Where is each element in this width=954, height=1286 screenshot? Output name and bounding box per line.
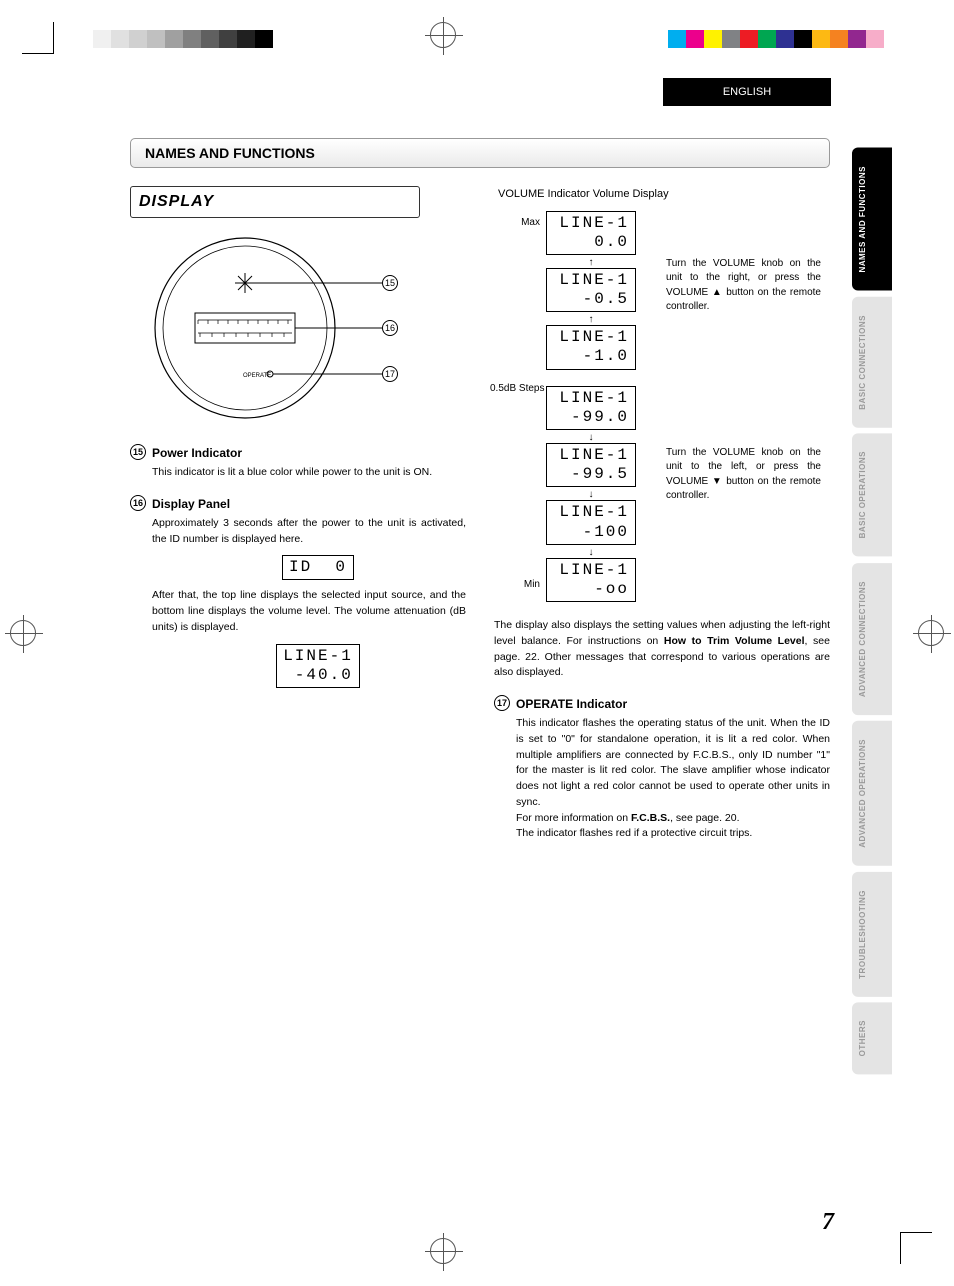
lcd-line-volume: LINE-1 -40.0 <box>276 644 360 688</box>
volume-up-note: Turn the VOLUME knob on the unit to the … <box>666 257 821 315</box>
item-title-17: OPERATE Indicator <box>516 695 627 713</box>
swatch <box>794 30 812 48</box>
registration-mark-bottom <box>430 1238 456 1264</box>
swatch <box>201 30 219 48</box>
color-bar-grayscale <box>75 30 273 48</box>
side-tab: TROUBLESHOOTING <box>852 872 892 997</box>
item-operate-indicator: 17 OPERATE Indicator This indicator flas… <box>494 695 830 842</box>
volume-ladder-up: Max Turn the VOLUME knob on the unit to … <box>546 211 830 370</box>
volume-lcd: LINE-1 -0.5 <box>546 268 636 312</box>
section-heading: NAMES AND FUNCTIONS <box>130 138 830 168</box>
crop-mark-br <box>900 1232 932 1264</box>
volume-header: VOLUME Indicator Volume Display <box>498 186 830 203</box>
item-body-16b: After that, the top line displays the se… <box>152 588 466 635</box>
steps-label: 0.5dB Steps <box>490 381 550 396</box>
item-body-16a: Approximately 3 seconds after the power … <box>152 516 466 548</box>
side-tab: ADVANCED CONNECTIONS <box>852 563 892 715</box>
side-tab: BASIC OPERATIONS <box>852 433 892 556</box>
crop-mark-tl <box>22 22 54 54</box>
swatch <box>147 30 165 48</box>
volume-lcd: LINE-1 -oo <box>546 558 636 602</box>
item-body-15: This indicator is lit a blue color while… <box>152 465 466 481</box>
color-bar-process <box>668 30 884 48</box>
swatch <box>866 30 884 48</box>
side-tab: OTHERS <box>852 1002 892 1074</box>
callout-17: 17 <box>382 366 398 382</box>
volume-lcd: LINE-1 0.0 <box>546 211 636 255</box>
swatch <box>165 30 183 48</box>
swatch <box>75 30 93 48</box>
swatch <box>758 30 776 48</box>
display-diagram: OPERATE 15 16 17 <box>130 228 420 428</box>
operate-label: OPERATE <box>243 373 271 379</box>
swatch <box>776 30 794 48</box>
page-number: 7 <box>822 1209 834 1236</box>
volume-ladder-down: Turn the VOLUME knob on the unit to the … <box>546 386 830 603</box>
volume-lcd: LINE-1 -99.0 <box>546 386 636 430</box>
language-tab-english: ENGLISH <box>663 78 831 106</box>
swatch <box>219 30 237 48</box>
swatch <box>111 30 129 48</box>
lcd-id: ID 0 <box>282 555 354 580</box>
item-title-15: Power Indicator <box>152 444 242 462</box>
volume-lcd: LINE-1 -99.5 <box>546 443 636 487</box>
item-num-16: 16 <box>130 495 146 511</box>
volume-lcd: LINE-1 -1.0 <box>546 325 636 369</box>
swatch <box>129 30 147 48</box>
swatch <box>668 30 686 48</box>
item-display-panel: 16 Display Panel Approximately 3 seconds… <box>130 495 466 688</box>
side-tab: ADVANCED OPERATIONS <box>852 721 892 866</box>
swatch <box>686 30 704 48</box>
display-heading-box: DISPLAY <box>130 186 420 218</box>
page-content: NAMES AND FUNCTIONS DISPLAY <box>130 138 830 856</box>
item-body-17a: This indicator flashes the operating sta… <box>516 716 830 811</box>
swatch <box>830 30 848 48</box>
swatch <box>93 30 111 48</box>
swatch <box>740 30 758 48</box>
swatch <box>237 30 255 48</box>
side-tab: BASIC CONNECTIONS <box>852 297 892 428</box>
swatch <box>722 30 740 48</box>
item-body-17b: For more information on F.C.B.S., see pa… <box>516 811 830 827</box>
volume-down-note: Turn the VOLUME knob on the unit to the … <box>666 446 821 504</box>
max-label: Max <box>521 215 546 230</box>
item-num-17: 17 <box>494 695 510 711</box>
swatch <box>255 30 273 48</box>
registration-mark-top <box>430 22 456 48</box>
right-column: VOLUME Indicator Volume Display Max Turn… <box>494 186 830 856</box>
min-label: Min <box>524 577 546 592</box>
swatch <box>812 30 830 48</box>
volume-footer: The display also displays the setting va… <box>494 618 830 681</box>
item-power-indicator: 15 Power Indicator This indicator is lit… <box>130 444 466 481</box>
swatch <box>704 30 722 48</box>
registration-mark-right <box>918 620 944 646</box>
item-title-16: Display Panel <box>152 495 230 513</box>
item-num-15: 15 <box>130 444 146 460</box>
callout-15: 15 <box>382 275 398 291</box>
callout-16: 16 <box>382 320 398 336</box>
left-column: DISPLAY <box>130 186 466 856</box>
side-tab: NAMES AND FUNCTIONS <box>852 148 892 291</box>
swatch <box>183 30 201 48</box>
volume-lcd: LINE-1 -100 <box>546 500 636 544</box>
item-body-17c: The indicator flashes red if a protectiv… <box>516 826 830 842</box>
registration-mark-left <box>10 620 36 646</box>
display-heading: DISPLAY <box>139 193 214 210</box>
section-index-tabs: NAMES AND FUNCTIONS BASIC CONNECTIONS BASI… <box>852 148 892 1075</box>
swatch <box>848 30 866 48</box>
